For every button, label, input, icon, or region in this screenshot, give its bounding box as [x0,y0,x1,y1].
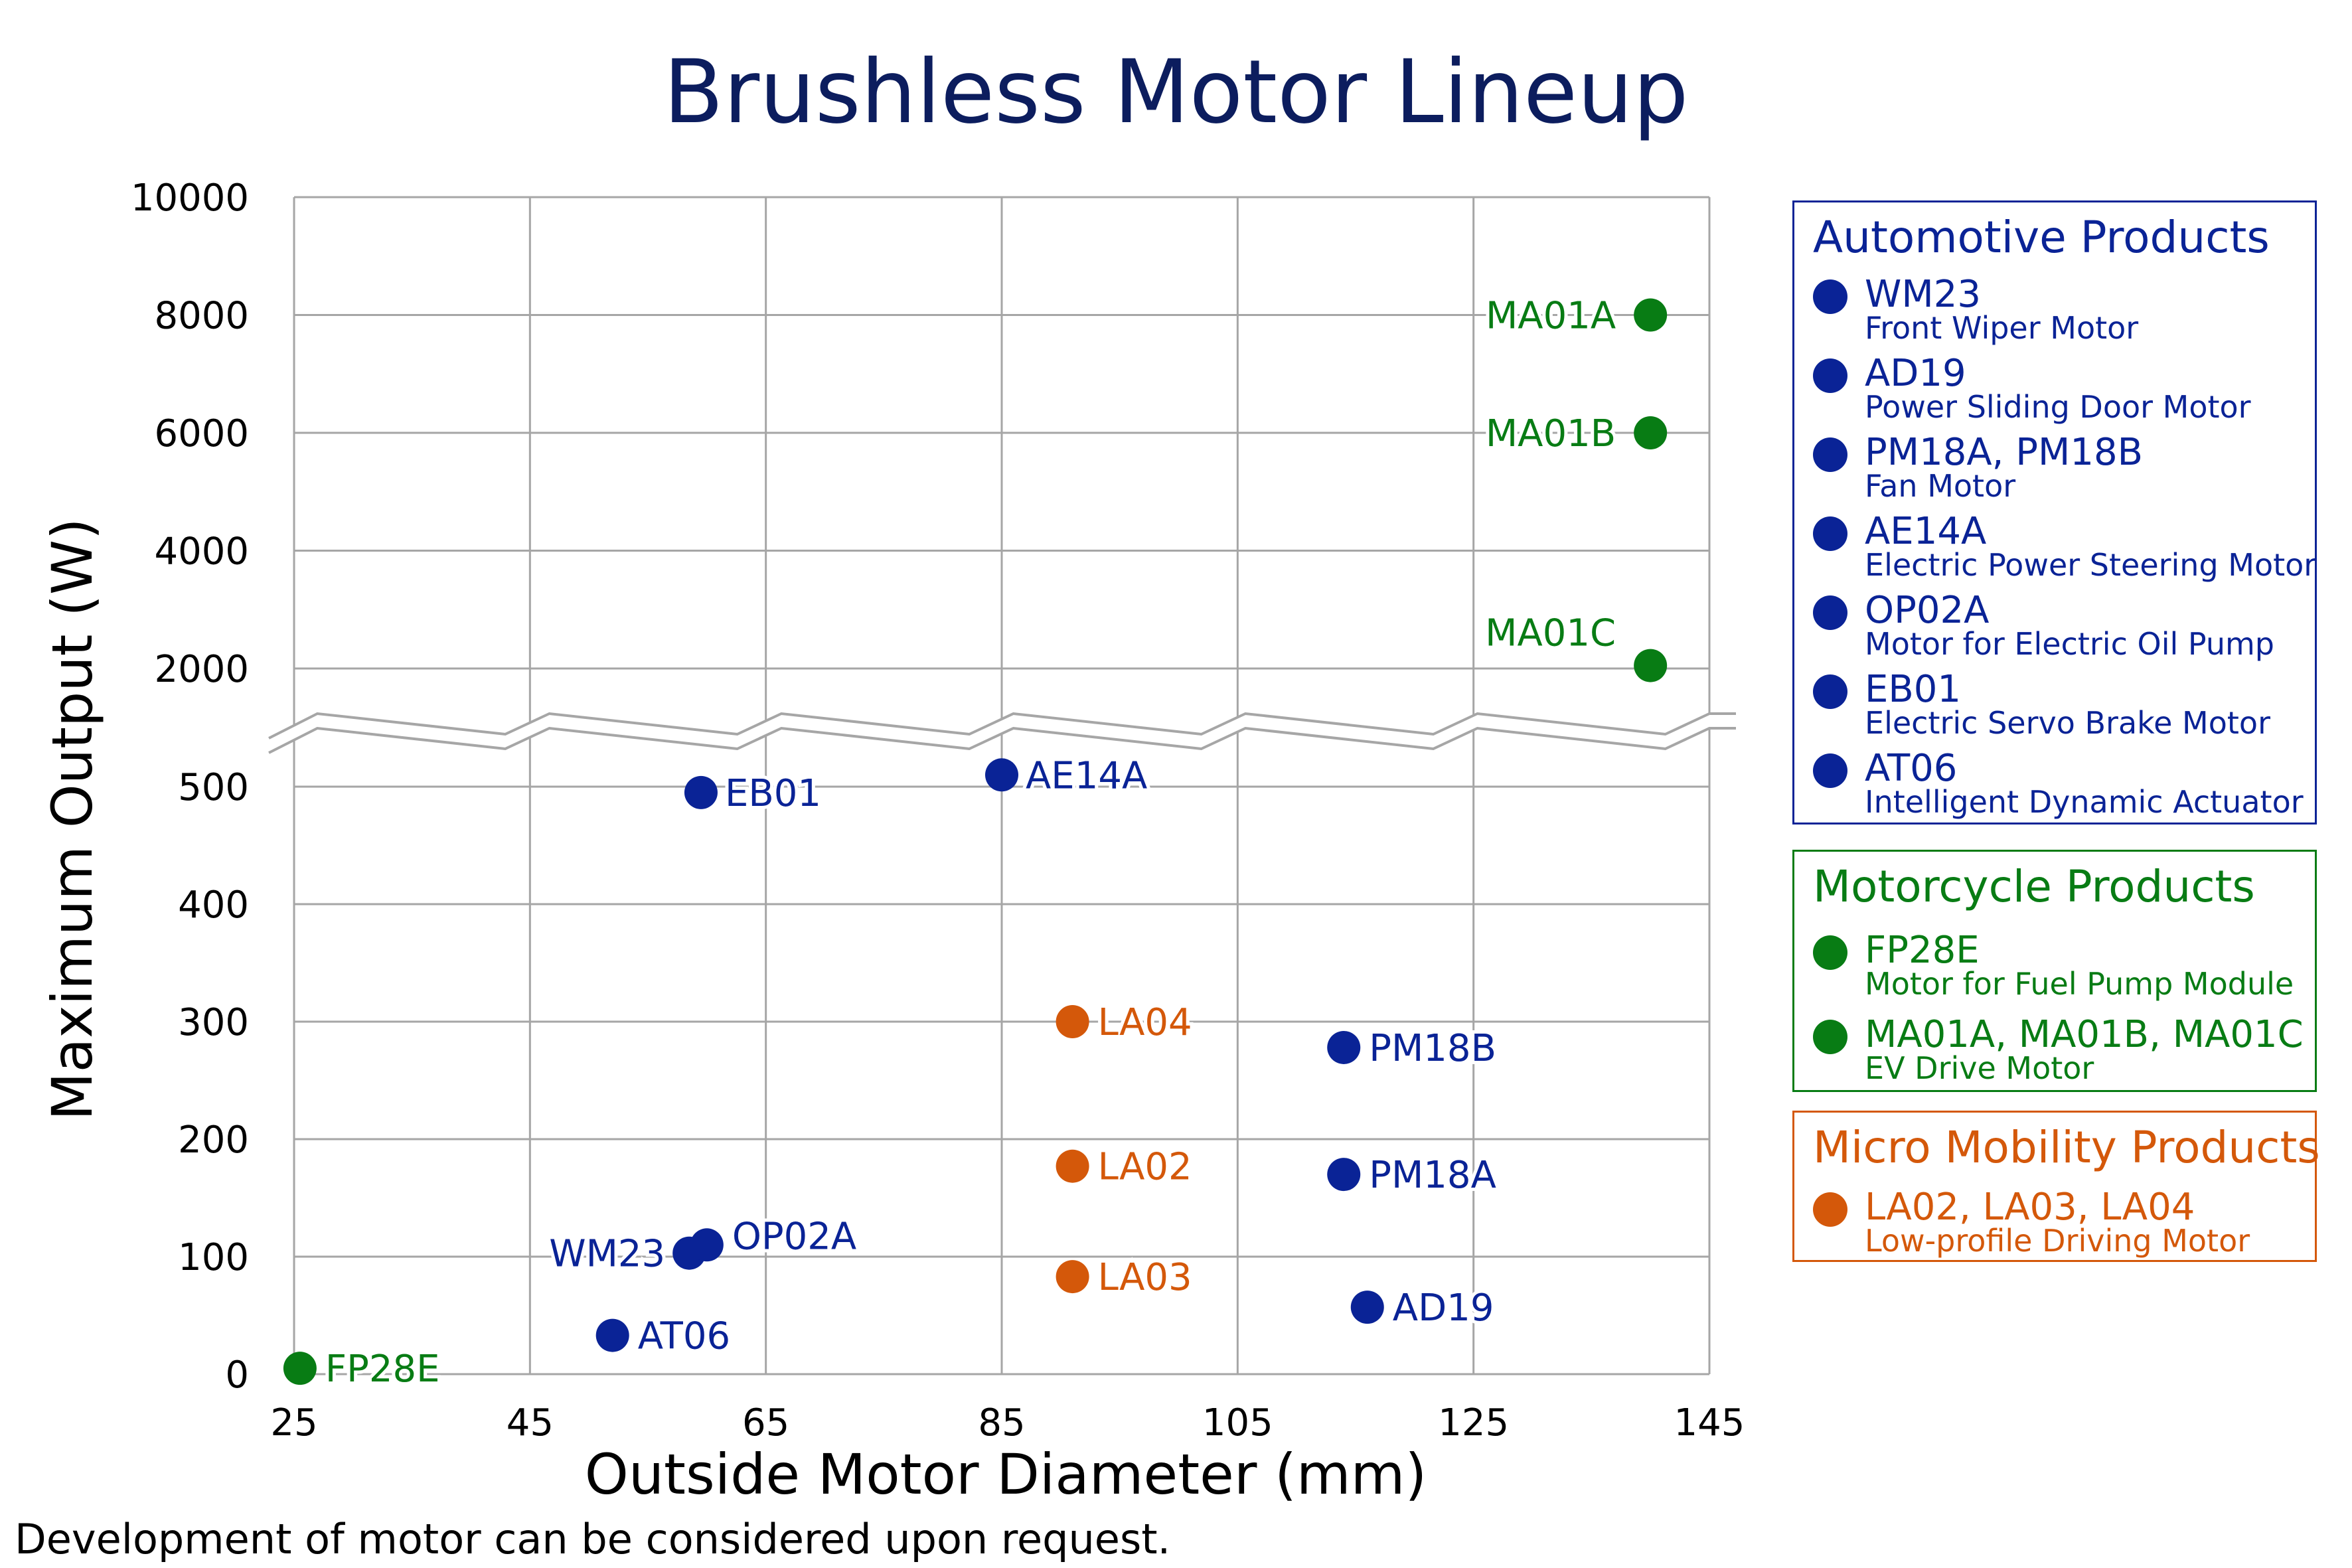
legend-item-name: AE14A [1865,510,1987,553]
legend-marker [1813,595,1847,630]
legend-item-desc: EV Drive Motor [1865,1050,2094,1086]
legend-item-desc: Electric Power Steering Motor [1865,547,2317,583]
footnote: Development of motor can be considered u… [15,1515,1171,1563]
legend-item-name: WM23 [1865,273,1981,316]
point-label: OP02A [732,1215,856,1258]
point-label: MA01A [1486,295,1616,338]
legend-marker [1813,358,1847,393]
x-tick-label: 45 [507,1401,554,1445]
break-line [268,712,1736,740]
data-point [1056,1149,1089,1183]
data-point [1634,649,1668,682]
legend-item-name: EB01 [1865,668,1962,711]
point-label: LA02 [1098,1146,1192,1189]
data-point [684,775,718,809]
legend-marker [1813,1020,1847,1054]
point-label: PM18A [1369,1154,1496,1197]
legend-item-name: OP02A [1865,589,1990,632]
y-tick-label: 0 [225,1354,249,1397]
y-tick-label: 2000 [154,648,249,691]
legend-marker [1813,753,1847,788]
y-tick-label: 100 [178,1236,249,1279]
legend-marker [1813,674,1847,709]
tick-labels: 25 45 65 85 105 125 145 0 100 200 300 400 500 2000 400… [131,177,1745,1445]
x-axis-label: Outside Motor Diameter (mm) [584,1442,1427,1507]
data-point [1327,1158,1361,1192]
legend-motorcycle: Motorcycle Products FP28E Motor for Fuel … [1792,850,2317,1092]
data-point [1056,1005,1089,1038]
axis-break [268,712,1736,754]
point-labels: WM23 OP02A EB01 AE14A AT06 PM18B PM18A AD19 FP28… [322,291,1619,1395]
x-tick-label: 65 [742,1401,789,1445]
point-label: EB01 [725,772,821,815]
y-tick-label: 4000 [154,530,249,574]
x-tick-label: 105 [1202,1401,1273,1445]
point-label: LA03 [1098,1256,1192,1299]
data-points [283,298,1668,1385]
data-point [1634,298,1668,332]
y-tick-label: 8000 [154,295,249,338]
legend-marker [1813,935,1847,970]
legend-automotive: Automotive Products WM23 Front Wiper Moto… [1792,200,2317,824]
legend-marker [1813,516,1847,551]
point-label: MA01C [1485,612,1616,655]
data-point [1350,1291,1384,1324]
legend-item-desc: Front Wiper Motor [1865,310,2139,346]
data-point [1327,1030,1361,1064]
legend-item-name: MA01A, MA01B, MA01C [1865,1013,2304,1056]
y-tick-label: 10000 [131,177,249,220]
legend-item-name: AD19 [1865,352,1966,395]
legend-micro: Micro Mobility Products LA02, LA03, LA04… [1792,1111,2320,1262]
legend-item-desc: Power Sliding Door Motor [1865,389,2251,425]
data-point [595,1318,629,1352]
legend-item-desc: Motor for Electric Oil Pump [1865,626,2274,662]
legend-title: Automotive Products [1813,212,2270,263]
x-tick-label: 85 [978,1401,1025,1445]
x-tick-label: 25 [270,1401,317,1445]
y-tick-label: 6000 [154,412,249,455]
y-axis-label: Maximum Output (W) [40,518,105,1121]
legend-item-desc: Intelligent Dynamic Actuator [1865,784,2304,820]
legend-item-desc: Fan Motor [1865,468,2016,504]
point-label: PM18B [1369,1027,1496,1070]
point-label: WM23 [549,1233,665,1276]
point-label: AE14A [1026,754,1147,797]
y-tick-label: 200 [178,1119,249,1162]
data-point [283,1352,317,1385]
legend-title: Micro Mobility Products [1813,1122,2320,1173]
chart-title: Brushless Motor Lineup [663,41,1689,143]
y-tick-label: 400 [178,884,249,927]
x-tick-label: 145 [1674,1401,1745,1445]
data-point [690,1228,724,1262]
y-tick-label: 300 [178,1001,249,1044]
legend-marker [1813,279,1847,314]
legend-item-name: FP28E [1865,929,1980,972]
legend-title: Motorcycle Products [1813,861,2255,912]
data-point [1056,1260,1089,1294]
legend-item-desc: Low-profile Driving Motor [1865,1223,2250,1259]
data-point [1634,416,1668,449]
legend-item-desc: Motor for Fuel Pump Module [1865,966,2294,1002]
break-line [268,726,1736,754]
point-label: MA01B [1486,412,1616,455]
point-label: FP28E [325,1348,440,1391]
y-tick-label: 500 [178,766,249,809]
legend-item-desc: Electric Servo Brake Motor [1865,705,2270,741]
point-label: LA04 [1098,1001,1192,1044]
legend-item-name: LA02, LA03, LA04 [1865,1186,2195,1229]
legend-marker [1813,1192,1847,1227]
x-tick-label: 125 [1438,1401,1509,1445]
legend-marker [1813,437,1847,472]
legend-item-name: AT06 [1865,747,1958,790]
data-point [985,758,1018,792]
point-label: AT06 [638,1315,730,1358]
point-label: AD19 [1393,1287,1494,1330]
legend-item-name: PM18A, PM18B [1865,431,2144,474]
